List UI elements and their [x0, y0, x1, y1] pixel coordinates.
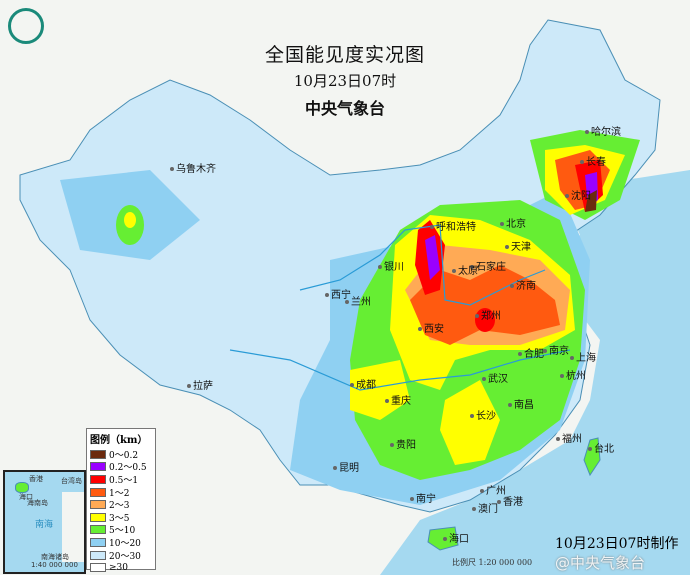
- map-title: 全国能见度实况图: [264, 44, 425, 66]
- sea: [380, 170, 690, 575]
- city-label: 台北: [588, 440, 614, 455]
- legend-label: 0.5～1: [109, 475, 139, 486]
- inset-scale: 1:40 000 000: [31, 561, 78, 569]
- city-label: 兰州: [345, 293, 371, 308]
- legend-swatch: [90, 512, 106, 522]
- legend-label: 2～3: [109, 501, 130, 512]
- legend-swatch: [90, 487, 106, 497]
- city-label: 海口: [443, 530, 469, 545]
- city-label: 西安: [418, 320, 444, 335]
- legend-item: ≥30: [87, 561, 155, 574]
- legend-label: 20～30: [109, 551, 141, 562]
- city-label: 上海: [570, 349, 596, 364]
- city-label: 重庆: [385, 392, 411, 407]
- south-china-sea-inset: 香港 台湾岛 海口 海南岛 南海 南海诸岛 1:40 000 000: [3, 470, 86, 574]
- city-label: 郑州: [475, 307, 501, 322]
- city-label: 西宁: [325, 286, 351, 301]
- inset-label: 海南岛: [27, 499, 48, 507]
- cma-logo-icon: [8, 8, 44, 44]
- legend-label: 5～10: [109, 526, 136, 537]
- city-label: 济南: [510, 277, 536, 292]
- inset-label: 香港: [29, 475, 43, 483]
- legend: 图例（km） 0～0.2 0.2～0.5 0.5～1 1～2 2～3 3～5 5～10 10～…: [86, 428, 156, 573]
- map-issuer: 中央气象台: [304, 99, 385, 118]
- city-label: 南宁: [410, 490, 436, 505]
- city-label: 北京: [500, 215, 526, 230]
- legend-item: 5～10: [87, 524, 155, 537]
- city-label: 福州: [556, 430, 582, 445]
- city-label: 澳门: [472, 500, 498, 515]
- legend-item: 1～2: [87, 486, 155, 499]
- legend-label: 10～20: [109, 538, 141, 549]
- city-label: 贵阳: [390, 436, 416, 451]
- legend-item: 20～30: [87, 549, 155, 562]
- map-time: 10月23日07时: [293, 72, 397, 90]
- city-label: 长沙: [470, 407, 496, 422]
- watermark: @中央气象台: [555, 554, 646, 572]
- legend-item: 0～0.2: [87, 448, 155, 461]
- legend-item: 0.5～1: [87, 473, 155, 486]
- legend-item: 2～3: [87, 498, 155, 511]
- legend-swatch: [90, 550, 106, 560]
- city-label: 合肥: [518, 345, 544, 360]
- inset-hainan: [15, 482, 29, 493]
- legend-title: 图例（km）: [90, 435, 148, 446]
- legend-item: 0.2～0.5: [87, 461, 155, 474]
- city-label: 拉萨: [187, 377, 213, 392]
- city-label: 沈阳: [565, 187, 591, 202]
- legend-label: 0～0.2: [109, 450, 139, 461]
- legend-swatch: [90, 500, 106, 510]
- city-label: 昆明: [333, 459, 359, 474]
- inset-label: 台湾岛: [61, 477, 82, 485]
- city-label: 长春: [580, 153, 606, 168]
- legend-swatch: [90, 474, 106, 484]
- legend-swatch: [90, 449, 106, 459]
- city-label: 乌鲁木齐: [170, 160, 216, 175]
- city-label: 哈尔滨: [585, 123, 621, 138]
- inset-land: [62, 492, 84, 562]
- city-label: 天津: [505, 238, 531, 253]
- legend-item: 3～5: [87, 511, 155, 524]
- city-label: 银川: [378, 258, 404, 273]
- city-label: 石家庄: [470, 258, 506, 273]
- inset-label: 南海诸岛: [41, 553, 69, 561]
- legend-label: 1～2: [109, 488, 130, 499]
- visibility-0.2-0.5: [425, 235, 440, 280]
- city-label: 南京: [543, 342, 569, 357]
- inset-label: 南海: [35, 520, 54, 530]
- legend-swatch: [90, 563, 106, 573]
- city-label: 广州: [480, 482, 506, 497]
- city-label: 呼和浩特: [430, 218, 476, 233]
- legend-swatch: [90, 462, 106, 472]
- inset-label: 海口: [19, 493, 33, 501]
- city-label: 武汉: [482, 370, 508, 385]
- made-time: 10月23日07时制作: [555, 536, 679, 552]
- legend-label: ≥30: [109, 562, 128, 573]
- legend-swatch: [90, 525, 106, 535]
- city-label: 成都: [350, 376, 376, 391]
- city-label: 杭州: [560, 367, 586, 382]
- yangtze-river: [229, 349, 571, 391]
- legend-item: 10～20: [87, 536, 155, 549]
- city-label: 太原: [452, 262, 478, 277]
- legend-label: 0.2～0.5: [109, 463, 147, 474]
- map-scale: 比例尺 1:20 000 000: [452, 558, 533, 567]
- city-label: 南昌: [508, 396, 534, 411]
- legend-label: 3～5: [109, 513, 130, 524]
- city-label: 香港: [497, 493, 523, 508]
- legend-swatch: [90, 537, 106, 547]
